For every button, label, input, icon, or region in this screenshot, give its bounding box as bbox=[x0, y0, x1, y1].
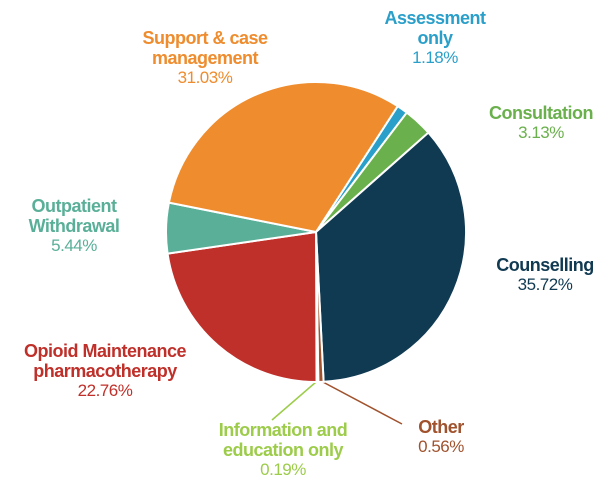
slice-label: Support & case management 31.03% bbox=[125, 28, 285, 88]
category-name: Assessment only bbox=[384, 8, 486, 48]
category-name: Opioid Maintenance pharmacotherapy bbox=[23, 341, 187, 381]
value-label: 0.19% bbox=[260, 460, 306, 479]
pie-slice bbox=[167, 81, 400, 234]
slice-label: Consultation 3.13% bbox=[476, 103, 606, 143]
value-label: 35.72% bbox=[517, 275, 573, 294]
leader-line bbox=[271, 381, 317, 421]
value-label: 1.18% bbox=[412, 48, 458, 67]
value-label: 3.13% bbox=[518, 123, 564, 142]
slice-label: Assessment only 1.18% bbox=[380, 8, 490, 68]
slice-label: Counselling 35.72% bbox=[485, 255, 605, 295]
category-name: Support & case management bbox=[142, 28, 268, 68]
slice-label: Outpatient Withdrawal 5.44% bbox=[14, 196, 134, 256]
value-label: 22.76% bbox=[77, 381, 133, 400]
value-label: 31.03% bbox=[177, 68, 233, 87]
category-name: Consultation bbox=[489, 103, 594, 123]
value-label: 0.56% bbox=[418, 437, 464, 456]
slice-label: Information and education only 0.19% bbox=[203, 420, 363, 480]
slice-label: Other 0.56% bbox=[401, 417, 481, 457]
category-name: Information and education only bbox=[218, 420, 348, 460]
category-name: Other bbox=[418, 417, 464, 437]
pie-slice bbox=[166, 230, 318, 383]
leader-line bbox=[320, 380, 403, 425]
category-name: Counselling bbox=[496, 255, 594, 275]
pie-slice bbox=[314, 131, 467, 383]
value-label: 5.44% bbox=[51, 236, 97, 255]
slice-label: Opioid Maintenance pharmacotherapy 22.76% bbox=[10, 341, 200, 401]
category-name: Outpatient Withdrawal bbox=[28, 196, 120, 236]
